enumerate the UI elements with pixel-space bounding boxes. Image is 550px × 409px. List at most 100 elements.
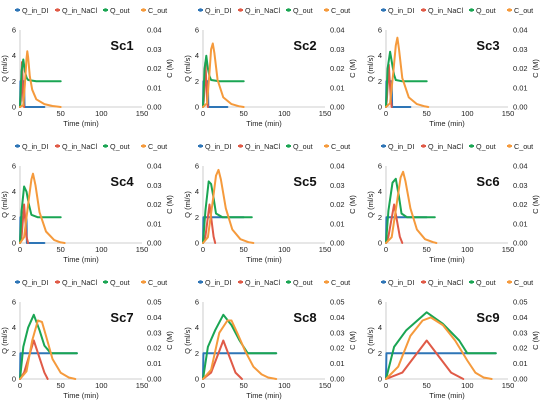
x-axis-label: Time (min) [246,119,282,128]
series-line-q-out [19,185,62,244]
legend-item-q-in-di: Q_in_DI [15,6,48,15]
x-tick-label: 50 [239,381,247,390]
legend-item-c-out: C_out [141,278,167,287]
legend-label: C_out [514,142,533,151]
y2-tick-label: 0.00 [330,375,345,384]
legend-item-q-in-nacl: Q_in_NaCl [55,142,98,151]
legend-label: C_out [148,278,167,287]
series-line-c-out [202,42,245,108]
chart-title: Sc5 [293,174,316,189]
legend-dot [15,8,20,12]
chart-sc7: Q_in_DI Q_in_NaCl Q_out C_out 0 50 100 150 0 2 4 6 0… [0,278,174,400]
legend-dot [238,144,243,148]
legend-label: Q_out [110,142,130,151]
y-tick-label: 0 [378,103,382,112]
y2-tick-label: 0.04 [147,26,162,35]
legend-item-q-in-di: Q_in_DI [198,278,231,287]
y-axis-label: Q (ml/s) [366,191,375,218]
y-tick-label: 2 [378,213,382,222]
y-tick-label: 0 [195,239,199,248]
y2-tick-label: 0.02 [513,344,528,353]
legend-dot [198,280,203,284]
x-tick-label: 50 [422,109,430,118]
legend-label: Q_out [476,142,496,151]
x-tick-label: 0 [384,381,388,390]
legend-label: Q_in_DI [205,278,231,287]
legend-item-q-out: Q_out [469,6,496,15]
legend-dot [238,280,243,284]
y2-tick-label: 0.04 [147,313,162,322]
y-tick-label: 2 [12,349,16,358]
x-tick-label: 100 [278,109,291,118]
x-tick-label: 50 [422,381,430,390]
y-tick-label: 4 [378,51,382,60]
legend-dot [286,280,291,284]
legend-dot [55,144,60,148]
y-axis-label: Q (ml/s) [366,55,375,82]
y2-tick-label: 0.02 [147,64,162,73]
legend-label: Q_in_DI [205,142,231,151]
legend-label: Q_in_NaCl [62,142,98,151]
y2-tick-label: 0.01 [330,219,345,228]
x-tick-label: 0 [18,245,22,254]
y-axis-label: Q (ml/s) [183,55,192,82]
y2-axis-label: C (M) [165,59,174,78]
chart-sc3: Q_in_DI Q_in_NaCl Q_out C_out 0 50 100 150 0 2 4 6 0… [366,6,540,128]
y2-tick-label: 0.01 [330,359,345,368]
legend-item-q-out: Q_out [286,142,313,151]
x-tick-label: 100 [461,245,474,254]
legend-label: C_out [514,278,533,287]
legend-dot [141,8,146,12]
legend-item-q-out: Q_out [469,278,496,287]
series-line-c-out [385,36,430,108]
legend-item-q-in-nacl: Q_in_NaCl [421,278,464,287]
y-tick-label: 4 [195,187,199,196]
y2-axis-label: C (M) [165,195,174,214]
x-axis-label: Time (min) [246,255,282,264]
x-tick-label: 0 [201,381,205,390]
x-tick-label: 50 [56,109,64,118]
y-tick-label: 0 [378,375,382,384]
legend-item-q-in-nacl: Q_in_NaCl [55,6,98,15]
legend-dot [141,280,146,284]
legend-item-q-in-nacl: Q_in_NaCl [421,142,464,151]
series-line-q-out [202,313,278,380]
legend-label: Q_in_DI [388,278,414,287]
y2-axis-label: C (M) [531,331,540,350]
legend-item-c-out: C_out [507,142,533,151]
legend-dot [324,144,329,148]
y2-tick-label: 0.02 [330,64,345,73]
y2-tick-label: 0.01 [147,83,162,92]
legend-dot [469,144,474,148]
y-tick-label: 2 [12,77,16,86]
x-tick-label: 0 [18,109,22,118]
legend-item-q-in-nacl: Q_in_NaCl [238,142,281,151]
legend-dot [381,280,386,284]
legend-item-q-in-nacl: Q_in_NaCl [238,6,281,15]
series-line-c-out [19,172,66,244]
x-tick-label: 150 [319,245,332,254]
legend-item-q-in-di: Q_in_DI [381,142,414,151]
legend-item-c-out: C_out [507,278,533,287]
y2-tick-label: 0.02 [330,200,345,209]
legend-dot [421,8,426,12]
legend-label: C_out [148,142,167,151]
y-tick-label: 2 [195,77,199,86]
y-tick-label: 6 [12,162,16,171]
legend-item-c-out: C_out [324,278,350,287]
series-line-c-out [19,50,62,108]
x-tick-label: 100 [461,381,474,390]
y2-tick-label: 0.03 [147,45,162,54]
series-line-q-in-di [385,352,497,380]
legend-dot [324,280,329,284]
legend-item-q-out: Q_out [103,278,130,287]
y2-tick-label: 0.03 [147,328,162,337]
y-tick-label: 0 [378,239,382,248]
y-tick-label: 6 [195,162,199,171]
y2-tick-label: 0.04 [330,162,345,171]
legend-label: Q_in_NaCl [428,142,464,151]
chart-title: Sc3 [476,38,499,53]
y2-tick-label: 0.05 [147,298,162,307]
x-tick-label: 100 [95,245,108,254]
y-tick-label: 6 [195,298,199,307]
